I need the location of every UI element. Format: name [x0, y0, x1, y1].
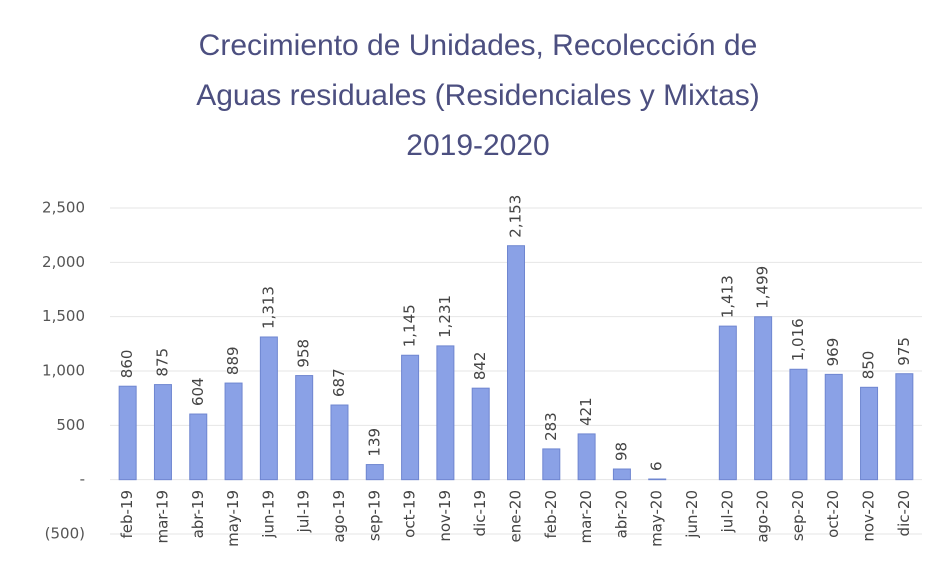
data-label: 283 — [542, 412, 560, 441]
bar — [577, 433, 596, 481]
y-tick-label: (500) — [45, 525, 85, 543]
bar — [471, 387, 490, 481]
y-tick-label: 500 — [56, 416, 85, 434]
bar — [436, 345, 455, 481]
y-tick-label: 2,500 — [42, 199, 85, 217]
bar — [224, 382, 243, 481]
x-tick-label: oct-19 — [401, 490, 419, 538]
data-label: 98 — [612, 442, 630, 461]
bar — [330, 404, 349, 481]
bar — [259, 336, 278, 481]
x-tick-label: ago-20 — [754, 490, 772, 543]
data-label: 850 — [860, 351, 878, 380]
data-label: 604 — [189, 377, 207, 406]
data-label: 6 — [648, 461, 666, 471]
bar — [895, 373, 914, 481]
y-tick-label: 1,500 — [42, 307, 85, 325]
data-label: 139 — [365, 428, 383, 457]
bar — [648, 478, 667, 481]
chart-title: 2019-2020 — [406, 129, 549, 162]
y-tick-label: 1,000 — [42, 362, 85, 380]
data-label: 1,313 — [259, 286, 277, 329]
bar — [860, 386, 879, 481]
data-label: 1,499 — [754, 266, 772, 309]
data-label: 2,153 — [507, 195, 525, 238]
bar — [754, 316, 773, 481]
x-tick-label: jul-20 — [718, 490, 736, 533]
data-label: 969 — [824, 338, 842, 367]
bar — [718, 325, 737, 481]
bar — [153, 384, 172, 481]
data-label: 958 — [295, 339, 313, 368]
x-tick-label: sep-19 — [365, 490, 383, 541]
chart-title: Crecimiento de Unidades, Recolección de — [199, 29, 758, 62]
data-label: 1,016 — [789, 318, 807, 361]
data-label: 975 — [895, 337, 913, 366]
x-tick-label: mar-19 — [153, 490, 171, 544]
x-tick-label: mar-20 — [577, 490, 595, 544]
x-tick-label: jun-20 — [683, 490, 701, 539]
data-label: 860 — [118, 350, 136, 379]
x-tick-label: nov-19 — [436, 490, 454, 542]
x-tick-label: feb-19 — [118, 490, 136, 539]
x-tick-label: jun-19 — [259, 490, 277, 539]
data-label: 1,145 — [401, 304, 419, 347]
x-tick-label: sep-20 — [789, 490, 807, 541]
x-tick-label: ene-20 — [507, 490, 525, 542]
bar — [542, 448, 561, 481]
x-tick-label: dic-19 — [471, 490, 489, 536]
y-tick-label: 2,000 — [42, 253, 85, 271]
x-tick-label: dic-20 — [895, 490, 913, 536]
data-label: 1,413 — [718, 275, 736, 318]
data-label: 842 — [471, 352, 489, 381]
data-label: 875 — [153, 348, 171, 377]
data-label: 889 — [224, 346, 242, 375]
bar — [118, 385, 137, 481]
bar — [824, 373, 843, 481]
y-tick-label: - — [80, 470, 85, 488]
bar — [612, 468, 631, 481]
bar — [365, 464, 384, 481]
bar — [507, 245, 525, 481]
x-tick-label: oct-20 — [824, 490, 842, 538]
data-label: 1,231 — [436, 295, 454, 338]
bar — [189, 413, 208, 481]
bar — [295, 375, 314, 481]
x-tick-label: jul-19 — [295, 490, 313, 533]
x-tick-label: feb-20 — [542, 490, 560, 539]
x-tick-label: may-20 — [648, 490, 666, 547]
x-tick-label: abr-20 — [612, 490, 630, 538]
x-tick-label: nov-20 — [860, 490, 878, 542]
data-label: 687 — [330, 368, 348, 397]
bar — [789, 368, 808, 481]
data-label: 421 — [577, 397, 595, 426]
bar — [401, 354, 420, 481]
x-tick-label: abr-19 — [189, 490, 207, 538]
x-tick-label: may-19 — [224, 490, 242, 547]
x-tick-label: ago-19 — [330, 490, 348, 543]
chart-title: Aguas residuales (Residenciales y Mixtas… — [196, 79, 760, 112]
